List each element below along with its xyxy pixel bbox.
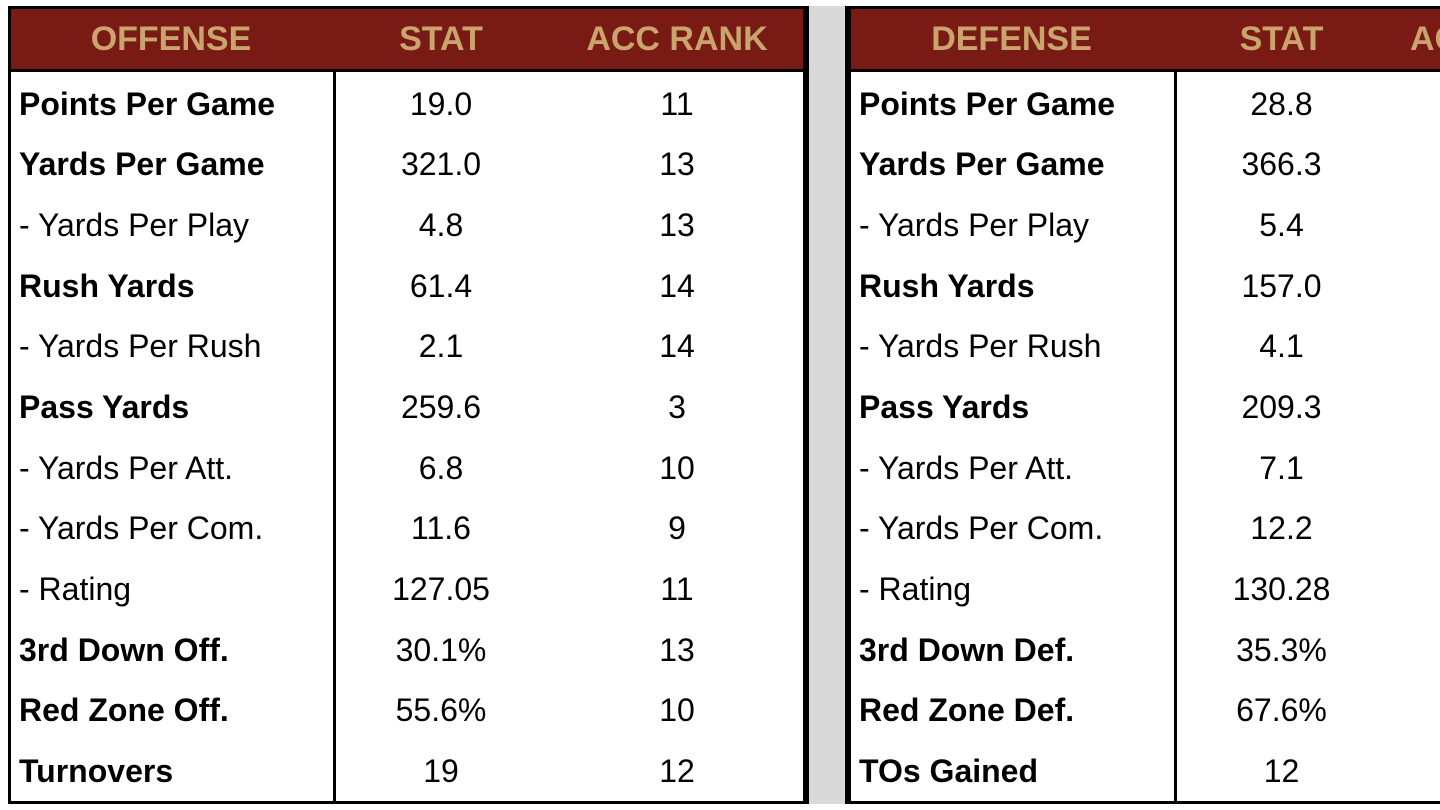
row-label: - Yards Per Rush bbox=[19, 328, 262, 365]
row-label: 3rd Down Off. bbox=[19, 631, 229, 668]
column-header: STAT bbox=[1239, 19, 1324, 58]
stat-value: 13 bbox=[659, 631, 695, 668]
stat-value: 2.1 bbox=[418, 328, 464, 365]
row-label: Yards Per Game bbox=[19, 146, 265, 183]
stat-value: 10 bbox=[659, 692, 695, 729]
stat-value: 14 bbox=[659, 328, 695, 365]
row-label: Points Per Game bbox=[859, 85, 1116, 122]
stat-value: 11.6 bbox=[411, 510, 471, 547]
stat-value: 13 bbox=[659, 146, 695, 183]
row-label: Pass Yards bbox=[859, 389, 1030, 426]
row-label: - Yards Per Com. bbox=[859, 510, 1104, 547]
row-label: Turnovers bbox=[19, 753, 174, 790]
column-header: DEFENSE bbox=[931, 19, 1092, 58]
row-label: - Yards Per Att. bbox=[859, 449, 1074, 486]
row-label: - Rating bbox=[19, 571, 132, 608]
stat-value: 6.8 bbox=[418, 449, 464, 486]
stat-value: 9 bbox=[668, 510, 686, 547]
stat-value: 13 bbox=[659, 207, 695, 244]
row-label: Yards Per Game bbox=[859, 146, 1105, 183]
stat-value: 12.2 bbox=[1250, 510, 1313, 547]
row-label: Red Zone Off. bbox=[19, 692, 229, 729]
row-label: Pass Yards bbox=[19, 389, 190, 426]
column-divider bbox=[333, 72, 336, 804]
row-label: - Yards Per Com. bbox=[19, 510, 264, 547]
stat-value: 35.3% bbox=[1236, 631, 1327, 668]
stat-value: 14 bbox=[659, 267, 695, 304]
stat-value: 4.8 bbox=[418, 207, 464, 244]
stat-value: 157.0 bbox=[1241, 267, 1322, 304]
stat-value: 366.3 bbox=[1241, 146, 1322, 183]
stat-value: 4.1 bbox=[1259, 328, 1304, 365]
stat-value: 11 bbox=[660, 85, 694, 122]
stat-value: 130.28 bbox=[1232, 571, 1331, 608]
stat-value: 19 bbox=[423, 753, 459, 790]
stat-value: 321.0 bbox=[400, 146, 482, 183]
row-label: - Rating bbox=[859, 571, 972, 608]
stat-value: 55.6% bbox=[395, 692, 487, 729]
stat-value: 19.0 bbox=[409, 85, 473, 122]
stat-value: 30.1% bbox=[395, 631, 487, 668]
table-body bbox=[8, 69, 806, 804]
column-header: OFFENSE bbox=[90, 19, 252, 58]
row-label: 3rd Down Def. bbox=[859, 631, 1075, 668]
row-label: - Yards Per Rush bbox=[859, 328, 1102, 365]
row-label: Rush Yards bbox=[859, 267, 1035, 304]
stat-value: 67.6% bbox=[1236, 692, 1327, 729]
stat-value: 5.4 bbox=[1259, 207, 1304, 244]
column-header: ACC RANK bbox=[586, 19, 768, 58]
row-label: - Yards Per Att. bbox=[19, 449, 234, 486]
stat-value: 209.3 bbox=[1241, 389, 1322, 426]
column-header: STAT bbox=[399, 19, 483, 58]
column-header: AC bbox=[1410, 19, 1440, 58]
row-label: - Yards Per Play bbox=[859, 207, 1090, 244]
stat-value: 28.8 bbox=[1250, 85, 1313, 122]
table-body bbox=[848, 69, 1440, 804]
row-label: - Yards Per Play bbox=[19, 207, 250, 244]
stat-value: 7.1 bbox=[1259, 449, 1304, 486]
stat-value: 259.6 bbox=[400, 389, 482, 426]
row-label: Red Zone Def. bbox=[859, 692, 1075, 729]
stat-value: 61.4 bbox=[409, 267, 473, 304]
stat-value: 12 bbox=[1263, 753, 1300, 790]
row-label: Points Per Game bbox=[19, 85, 276, 122]
stat-value: 11 bbox=[660, 571, 694, 608]
stat-value: 10 bbox=[659, 449, 695, 486]
stat-value: 3 bbox=[668, 389, 686, 426]
column-divider bbox=[1174, 72, 1177, 804]
row-label: TOs Gained bbox=[859, 753, 1039, 790]
separator bbox=[806, 6, 848, 804]
row-label: Rush Yards bbox=[19, 267, 195, 304]
stat-value: 12 bbox=[659, 753, 695, 790]
stat-value: 127.05 bbox=[392, 571, 490, 608]
